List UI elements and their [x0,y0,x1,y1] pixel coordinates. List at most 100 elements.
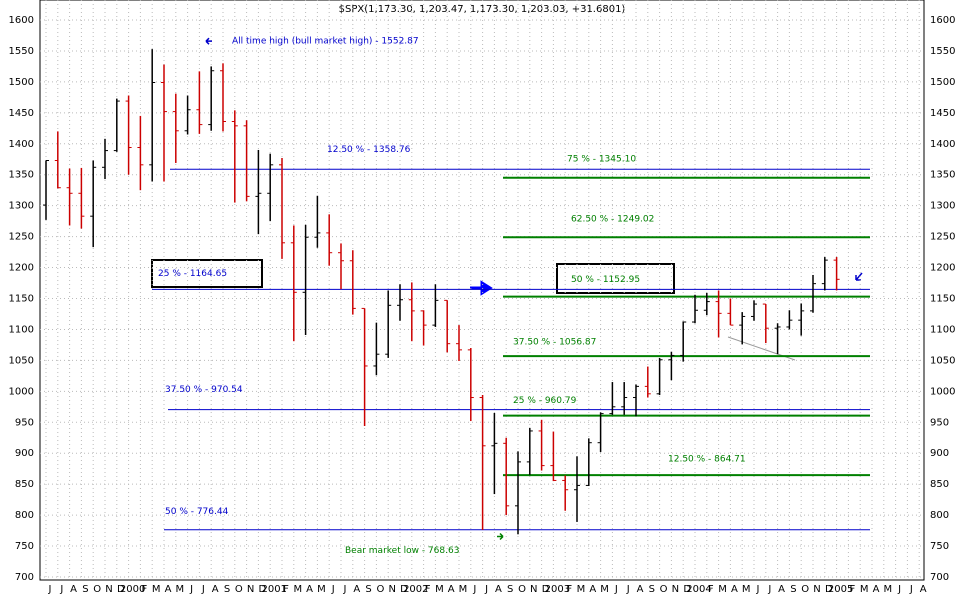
x-tick-label: A [920,584,927,595]
annotation-arrow [205,37,212,45]
x-tick-label: A [212,584,219,595]
x-tick-label: M [435,584,444,595]
x-tick-label: J [626,584,630,595]
y-tick-label: 1050 [9,355,34,366]
x-tick-label: J [201,584,205,595]
x-tick-label: S [649,584,655,595]
x-tick-label: N [247,584,254,595]
y-tick-label: 800 [930,510,949,521]
y-tick-label: 1100 [930,324,955,335]
x-tick-label: A [353,584,360,595]
x-tick-label: M [317,584,326,595]
y-tick-label: 1350 [9,170,34,181]
y-tick-label: 1450 [930,108,955,119]
x-tick-label: D [259,584,267,595]
level-label: 37.50 % - 970.54 [165,385,243,395]
x-tick-label: M [860,584,869,595]
x-tick-label: J [343,584,347,595]
x-tick-label: M [600,584,609,595]
x-tick-label: A [778,584,785,595]
y-tick-label: 1350 [930,170,955,181]
x-tick-label: M [459,584,468,595]
chart-title: $SPX(1,173.30, 1,203.47, 1,173.30, 1,203… [339,4,626,15]
x-tick-label: F [708,584,714,595]
y-tick-label: 1550 [930,46,955,57]
y-tick-label: 1100 [9,324,34,335]
x-tick-label: A [448,584,455,595]
x-tick-label: J [614,584,618,595]
x-tick-label: A [873,584,880,595]
arrow [470,280,493,296]
x-tick-label: D [683,584,691,595]
label-box [556,263,675,294]
y-tick-label: 700 [15,572,34,583]
y-tick-label: 1500 [9,77,34,88]
x-tick-label: O [376,584,384,595]
x-tick-label: J [756,584,760,595]
y-tick-label: 750 [930,541,949,552]
x-tick-label: S [224,584,230,595]
x-tick-label: J [48,584,52,595]
x-tick-label: J [909,584,913,595]
x-tick-label: A [70,584,77,595]
x-tick-label: M [293,584,302,595]
x-tick-label: N [388,584,395,595]
y-tick-label: 750 [15,541,34,552]
level-label: 62.50 % - 1249.02 [571,215,654,225]
level-label: 50 % - 1152.95 [571,275,640,285]
plot-frame [39,0,925,581]
x-tick-label: D [117,584,125,595]
x-tick-label: A [165,584,172,595]
y-tick-label: 1200 [930,263,955,274]
y-tick-label: 1050 [930,355,955,366]
y-tick-label: 1150 [930,294,955,305]
x-tick-label: D [542,584,550,595]
y-tick-label: 1450 [9,108,34,119]
level-label: 37.50 % - 1056.87 [513,338,596,348]
x-tick-label: J [484,584,488,595]
level-label: 12.50 % - 1358.76 [327,145,411,155]
label-box [151,259,263,288]
x-tick-label: A [589,584,596,595]
x-tick-label: M [883,584,892,595]
x-tick-label: F [850,584,856,595]
y-tick-label: 950 [930,417,949,428]
x-tick-label: 2002 [403,584,428,595]
level-label: 50 % - 776.44 [165,507,229,517]
x-tick-label: 2005 [828,584,853,595]
y-tick-label: 1600 [9,15,34,26]
x-tick-label: 2004 [686,584,711,595]
y-tick-label: 1400 [930,139,955,150]
x-tick-label: S [365,584,371,595]
x-tick-label: A [637,584,644,595]
y-tick-label: 1300 [9,201,34,212]
annotation-arrow [497,532,504,541]
x-tick-label: J [897,584,901,595]
y-tick-label: 1400 [9,139,34,150]
x-tick-label: J [189,584,193,595]
x-tick-label: N [530,584,537,595]
x-tick-label: J [59,584,63,595]
x-tick-label: O [660,584,668,595]
level-label: 25 % - 1164.65 [158,269,227,279]
x-tick-label: M [718,584,727,595]
x-tick-label: S [82,584,88,595]
x-tick-label: D [400,584,408,595]
x-tick-label: F [566,584,572,595]
x-tick-label: M [175,584,184,595]
y-tick-label: 850 [930,479,949,490]
x-tick-label: F [142,584,148,595]
y-tick-label: 700 [930,572,949,583]
x-tick-label: N [813,584,820,595]
x-tick-label: F [283,584,289,595]
x-tick-label: 2003 [545,584,570,595]
annotation: All time high (bull market high) - 1552.… [232,37,419,47]
y-tick-label: 1600 [930,15,955,26]
x-tick-label: A [306,584,313,595]
x-tick-label: M [742,584,751,595]
y-tick-label: 850 [15,479,34,490]
x-tick-label: J [472,584,476,595]
x-tick-label: 2001 [261,584,286,595]
y-tick-label: 1150 [9,294,34,305]
arrow [855,272,863,281]
